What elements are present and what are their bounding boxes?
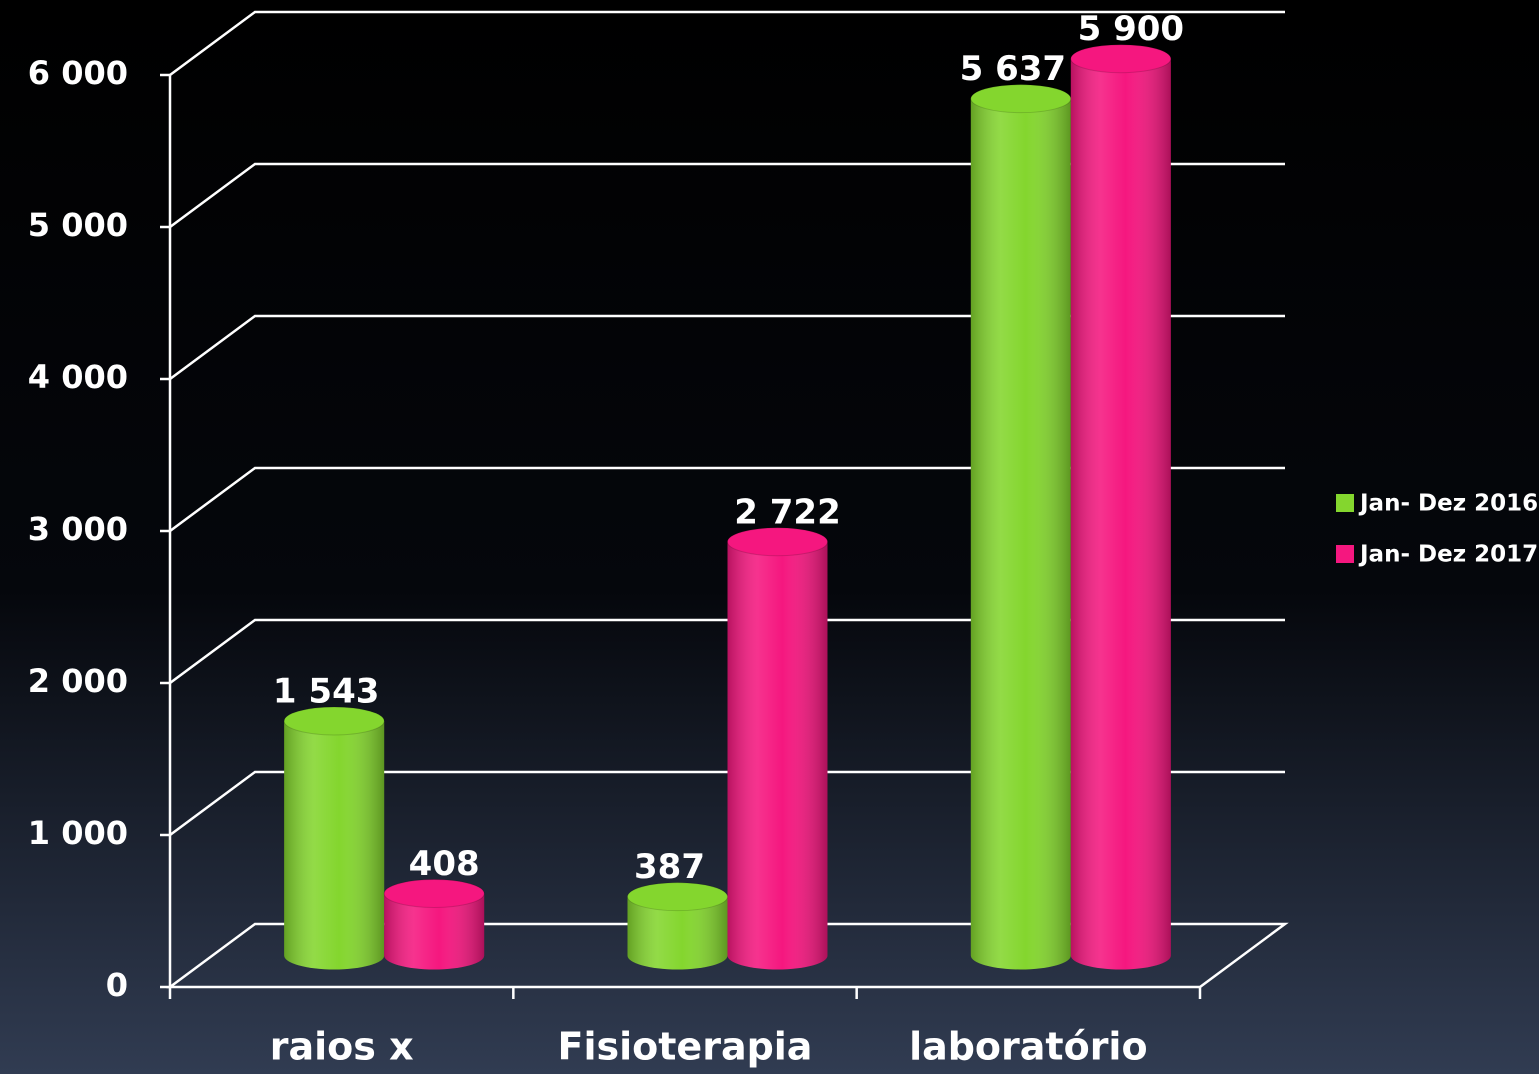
y-tick-label: 3 000 (28, 510, 128, 548)
value-label: 387 (634, 847, 705, 887)
value-label: 5 900 (1078, 9, 1184, 49)
bar-shade (970, 98, 1071, 970)
y-tick-label: 4 000 (28, 358, 128, 396)
bar-top (383, 878, 485, 908)
x-tick-label: Fisioterapia (558, 1025, 813, 1069)
grid-line (169, 314, 1285, 381)
grid-line (169, 466, 1285, 533)
y-tick-label: 6 000 (28, 54, 128, 92)
bar-shade (627, 896, 728, 970)
value-label: 5 637 (960, 49, 1066, 89)
y-tick-label: 0 (106, 966, 128, 1004)
x-tick-label: raios x (270, 1025, 414, 1069)
bar-shade (284, 720, 385, 970)
x-tick-label: laboratório (909, 1025, 1148, 1069)
grid-line (169, 10, 1285, 77)
legend-label: Jan- Dez 2017 (1358, 542, 1538, 568)
legend-label: Jan- Dez 2016 (1358, 491, 1538, 517)
bar-shade (727, 541, 828, 970)
bar-top (283, 706, 385, 736)
grid-line (169, 618, 1285, 685)
y-tick-label: 2 000 (28, 662, 128, 700)
bar-top (970, 84, 1072, 114)
bar-shade (384, 893, 485, 970)
value-label: 2 722 (734, 492, 840, 532)
legend-swatch (1336, 494, 1354, 512)
y-tick-label: 1 000 (28, 814, 128, 852)
grid-line (169, 770, 1285, 837)
value-label: 1 543 (273, 671, 379, 711)
bar-shade (1070, 58, 1171, 970)
y-tick-label: 5 000 (28, 206, 128, 244)
bar-top (1070, 44, 1172, 74)
legend-swatch (1336, 545, 1354, 563)
value-label: 408 (409, 844, 480, 884)
grid-line (169, 162, 1285, 229)
bar-top (727, 527, 828, 557)
